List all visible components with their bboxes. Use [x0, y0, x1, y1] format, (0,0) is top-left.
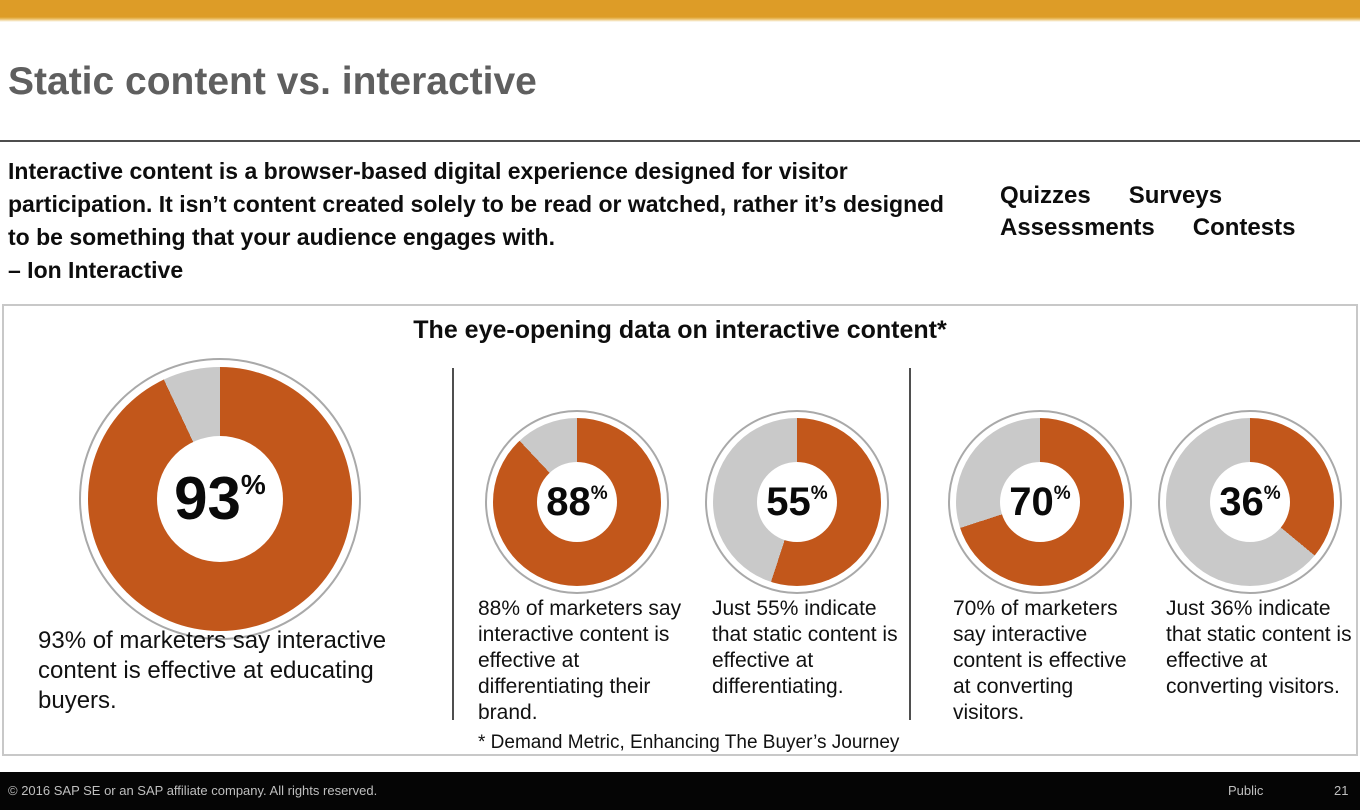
donut-unit-1: %	[240, 469, 266, 500]
donut-hole-3: 55 %	[757, 462, 837, 542]
donut-caption-2: 88% of marketers say interactive content…	[478, 597, 682, 724]
donut-unit-5: %	[1263, 482, 1281, 504]
quote-attribution: – Ion Interactive	[8, 257, 184, 283]
donut-arc-3: 55 %	[713, 418, 881, 586]
footer-bar: © 2016 SAP SE or an SAP affiliate compan…	[0, 772, 1360, 810]
donut-arc-4: 70 %	[956, 418, 1124, 586]
donut-hole-1: 93 %	[157, 436, 283, 562]
donut-unit-2: %	[590, 482, 608, 504]
donut-caption-1: 93% of marketers say interactive content…	[38, 627, 387, 714]
donut-arc-2: 88 %	[493, 418, 661, 586]
donut-value-2: 88	[546, 480, 591, 524]
source-footnote: * Demand Metric, Enhancing The Buyer’s J…	[478, 732, 900, 753]
donut-hole-4: 70 %	[1000, 462, 1080, 542]
donut-unit-3: %	[810, 482, 828, 504]
donut-unit-4: %	[1053, 482, 1071, 504]
keywords-line-1: Quizzes Surveys	[1000, 180, 1360, 212]
donut-value-1: 93	[174, 465, 241, 532]
keywords-line-2: Assessments Contests	[1000, 212, 1360, 244]
keyword-assessments: Assessments	[1000, 214, 1155, 241]
donut-hole-2: 88 %	[537, 462, 617, 542]
chart-title: The eye-opening data on interactive cont…	[413, 316, 947, 344]
donut-chart-1: 93 %	[79, 358, 361, 640]
donut-chart-2: 88 %	[485, 410, 669, 594]
donut-value-4: 70	[1009, 480, 1054, 524]
donut-value-3: 55	[766, 480, 811, 524]
donut-arc-1: 93 %	[88, 367, 352, 631]
chart-group-divider-1	[452, 368, 454, 720]
keyword-surveys: Surveys	[1128, 182, 1223, 209]
donut-caption-5: Just 36% indicate that static content is…	[1166, 597, 1352, 698]
donut-caption-3: Just 55% indicate that static content is…	[712, 597, 898, 698]
donut-chart-5: 36 %	[1158, 410, 1342, 594]
donut-chart-4: 70 %	[948, 410, 1132, 594]
footer-page-number: 21	[1334, 783, 1349, 798]
footer-classification: Public	[1228, 783, 1264, 798]
keywords-block: Quizzes Surveys Assessments Contests	[1000, 180, 1360, 244]
keyword-quizzes: Quizzes	[1000, 182, 1091, 209]
donut-caption-4: 70% of marketers say interactive content…	[953, 597, 1127, 724]
brand-accent-bar	[0, 0, 1360, 22]
donut-arc-5: 36 %	[1166, 418, 1334, 586]
quote-text: Interactive content is a browser-based d…	[8, 158, 944, 250]
donut-chart-3: 55 %	[705, 410, 889, 594]
donut-value-5: 36	[1219, 480, 1264, 524]
quote-block: Interactive content is a browser-based d…	[8, 155, 958, 287]
slide-title: Static content vs. interactive	[8, 60, 537, 103]
title-divider	[0, 140, 1360, 142]
chart-group-divider-2	[909, 368, 911, 720]
donut-hole-5: 36 %	[1210, 462, 1290, 542]
footer-copyright: © 2016 SAP SE or an SAP affiliate compan…	[8, 783, 378, 798]
keyword-contests: Contests	[1192, 214, 1296, 241]
